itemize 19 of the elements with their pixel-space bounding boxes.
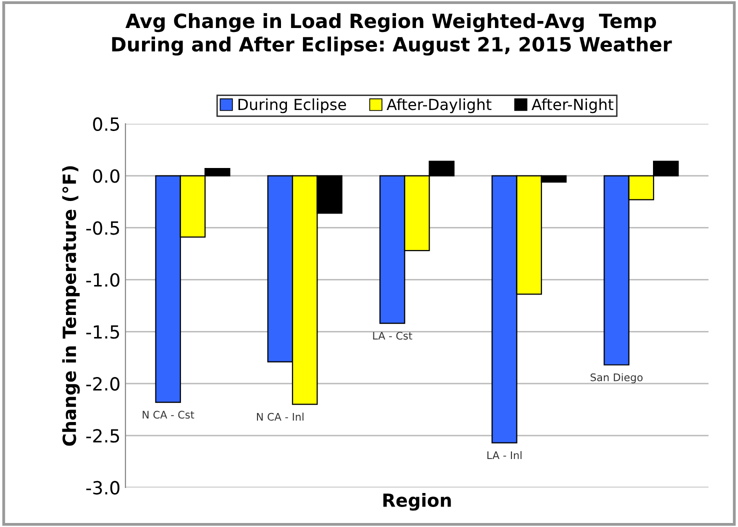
x-tick-label: San Diego: [590, 373, 643, 384]
x-tick-label: LA - Inl: [487, 451, 522, 460]
legend-label: During Eclipse: [238, 98, 346, 114]
legend-label: After-Daylight: [386, 98, 492, 114]
y-tick-label: -0.5: [86, 221, 120, 235]
y-tick-label: -1.5: [86, 325, 120, 339]
y-axis-title: Change in Temperature (°F): [62, 166, 80, 446]
x-tick-label: N CA - Cst: [142, 410, 194, 419]
x-axis-title: Region: [383, 493, 451, 511]
y-tick-label: -3.0: [86, 480, 120, 495]
y-tick-label: -2.0: [86, 377, 120, 391]
y-tick-label: -2.5: [86, 428, 120, 443]
x-tick-label: N CA - Inl: [256, 412, 304, 421]
x-tick-label: LA - Cst: [373, 332, 412, 340]
chart-title: Avg Change in Load Region Weighted-Avg Temp During and After Eclipse: August 21, 2015 Weather: [112, 13, 672, 56]
legend-label: After-Night: [532, 98, 614, 114]
y-tick-label: -1.0: [86, 273, 120, 287]
y-tick-label: 0.0: [93, 169, 120, 183]
y-tick-label: 0.5: [93, 117, 120, 131]
